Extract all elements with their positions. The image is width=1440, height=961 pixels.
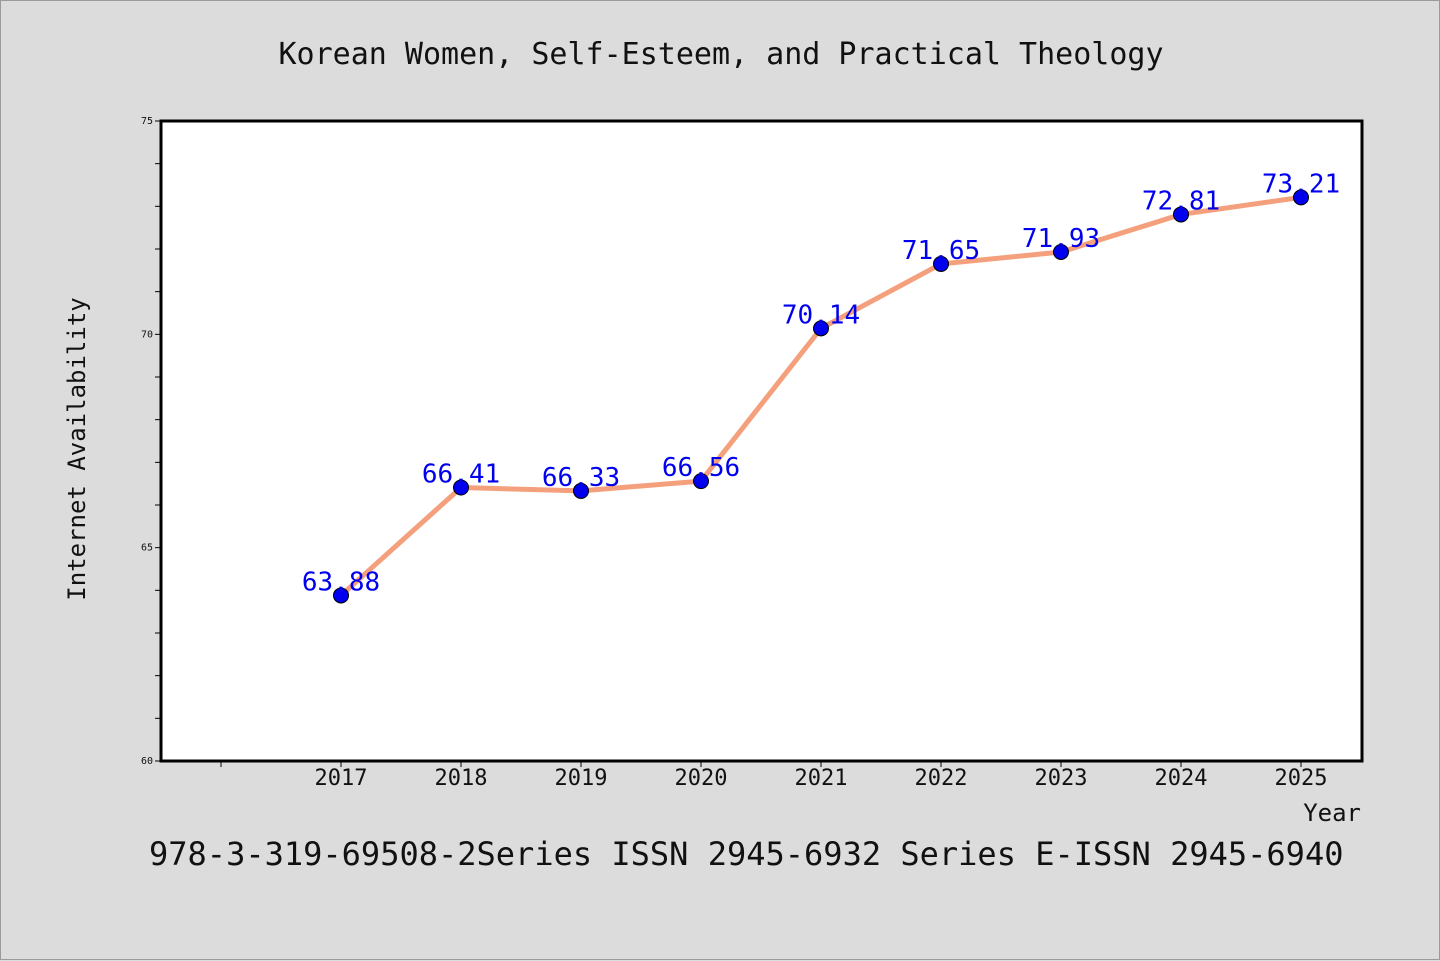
x-tick-label: 2023 xyxy=(1035,766,1088,791)
x-axis-ticks: 2017 2018 2019 2020 2021 2022 2023 2024 2025 xyxy=(220,761,1328,791)
data-point xyxy=(693,473,709,490)
y-tick-label: 75 xyxy=(141,116,153,127)
data-point xyxy=(573,482,589,499)
y-tick-label: 60 xyxy=(141,756,153,767)
data-point xyxy=(1173,206,1189,223)
data-label-layer: 63.88 66.41 66.33 66.56 70.14 71.65 71.93 72.81… xyxy=(302,169,1340,597)
x-tick-label: 2025 xyxy=(1275,766,1328,791)
data-label: 63.88 xyxy=(302,567,380,597)
plot-area xyxy=(159,119,1364,763)
data-label: 66.41 xyxy=(422,460,500,490)
x-tick-label: 2021 xyxy=(795,766,848,791)
series-layer xyxy=(333,189,1309,604)
x-tick-label: 2022 xyxy=(915,766,968,791)
chart-title: Korean Women, Self-Esteem, and Practical… xyxy=(278,37,1163,72)
data-point xyxy=(813,320,829,337)
data-point xyxy=(453,479,469,496)
data-label: 71.93 xyxy=(1022,224,1100,254)
data-point xyxy=(1293,189,1309,206)
data-label: 71.65 xyxy=(902,236,980,266)
y-axis-label: Internet Availability xyxy=(63,297,91,600)
data-label: 73.21 xyxy=(1262,169,1340,199)
footer-text: 978-3-319-69508-2Series ISSN 2945-6932 S… xyxy=(149,835,1343,873)
y-tick-label: 65 xyxy=(141,543,153,554)
data-point xyxy=(1053,243,1069,260)
data-label: 66.33 xyxy=(542,463,620,493)
x-tick-label: 2024 xyxy=(1155,766,1208,791)
x-tick-label: 2019 xyxy=(555,766,608,791)
x-axis-label: Year xyxy=(1303,799,1361,827)
data-label: 70.14 xyxy=(782,300,860,330)
x-tick-label: 2020 xyxy=(675,766,728,791)
y-tick-label: 70 xyxy=(141,329,153,340)
data-label: 72.81 xyxy=(1142,186,1220,216)
data-label: 66.56 xyxy=(662,453,740,483)
x-tick-label: 2018 xyxy=(435,766,488,791)
data-point xyxy=(333,587,349,604)
x-tick-label: 2017 xyxy=(315,766,368,791)
y-axis-ticks: 60 65 70 75 xyxy=(141,116,161,767)
data-point xyxy=(933,255,949,272)
